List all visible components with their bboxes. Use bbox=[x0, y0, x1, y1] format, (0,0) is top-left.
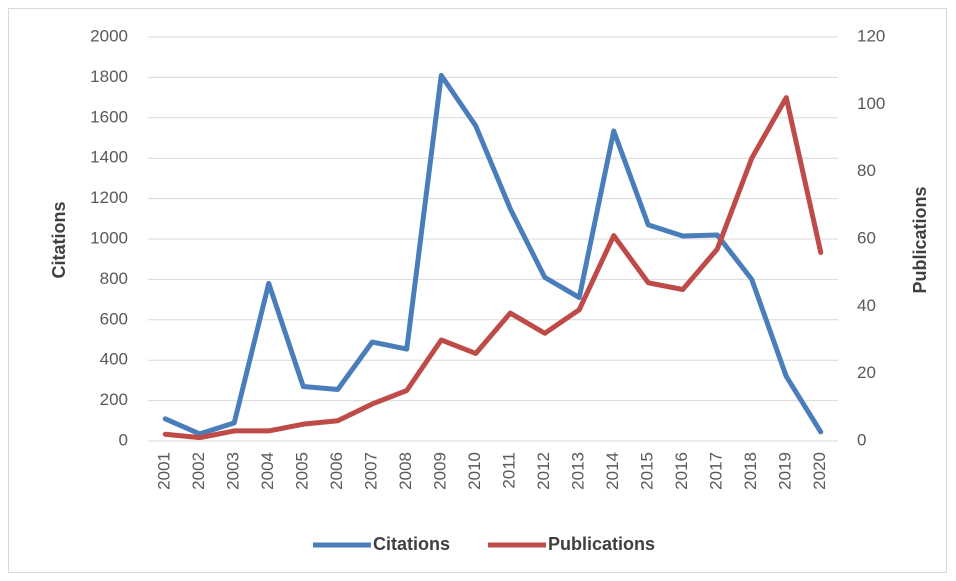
y2-tick-label: 100 bbox=[857, 94, 885, 113]
legend-label: Citations bbox=[373, 534, 450, 554]
x-tick-label: 2010 bbox=[465, 452, 484, 490]
x-tick-label: 2019 bbox=[776, 452, 795, 490]
y2-axis-title: Publications bbox=[910, 186, 930, 293]
y-tick-label: 200 bbox=[100, 390, 128, 409]
series-line bbox=[162, 72, 824, 437]
x-tick-label: 2011 bbox=[500, 452, 519, 489]
x-tick-label: 2004 bbox=[258, 452, 277, 490]
x-tick-label: 2009 bbox=[431, 452, 450, 490]
x-tick-label: 2006 bbox=[327, 452, 346, 490]
chart-border bbox=[8, 8, 947, 573]
x-tick-label: 2013 bbox=[569, 452, 588, 490]
x-tick-label: 2018 bbox=[741, 452, 760, 490]
y-tick-label: 1600 bbox=[90, 107, 128, 126]
x-tick-label: 2008 bbox=[396, 452, 415, 490]
x-tick-label: 2015 bbox=[638, 452, 657, 490]
legend-label: Publications bbox=[548, 534, 655, 554]
y2-tick-label: 80 bbox=[857, 161, 876, 180]
y-tick-label: 0 bbox=[119, 430, 128, 449]
x-tick-label: 2014 bbox=[603, 452, 622, 490]
y2-tick-label: 20 bbox=[857, 363, 876, 382]
y-tick-label: 2000 bbox=[90, 26, 128, 45]
y2-tick-label: 40 bbox=[857, 296, 876, 315]
y2-tick-label: 0 bbox=[857, 430, 866, 449]
y-tick-label: 800 bbox=[100, 269, 128, 288]
x-tick-label: 2020 bbox=[810, 452, 829, 490]
y-tick-label: 1400 bbox=[90, 148, 128, 167]
y-tick-label: 400 bbox=[100, 350, 128, 369]
y-tick-label: 1200 bbox=[90, 188, 128, 207]
x-tick-label: 2007 bbox=[362, 452, 381, 490]
x-tick-label: 2002 bbox=[189, 452, 208, 490]
y2-tick-label: 120 bbox=[857, 26, 885, 45]
y-tick-label: 1800 bbox=[90, 67, 128, 86]
y-axis-title: Citations bbox=[49, 201, 69, 278]
y-tick-label: 1000 bbox=[90, 228, 128, 247]
x-tick-label: 2017 bbox=[707, 452, 726, 490]
x-tick-label: 2012 bbox=[534, 452, 553, 490]
x-tick-label: 2001 bbox=[155, 452, 174, 490]
y2-tick-label: 60 bbox=[857, 228, 876, 247]
x-tick-label: 2016 bbox=[672, 452, 691, 490]
series-line bbox=[162, 95, 824, 441]
x-tick-label: 2003 bbox=[224, 452, 243, 490]
y-tick-label: 600 bbox=[100, 309, 128, 328]
x-tick-label: 2005 bbox=[293, 452, 312, 490]
